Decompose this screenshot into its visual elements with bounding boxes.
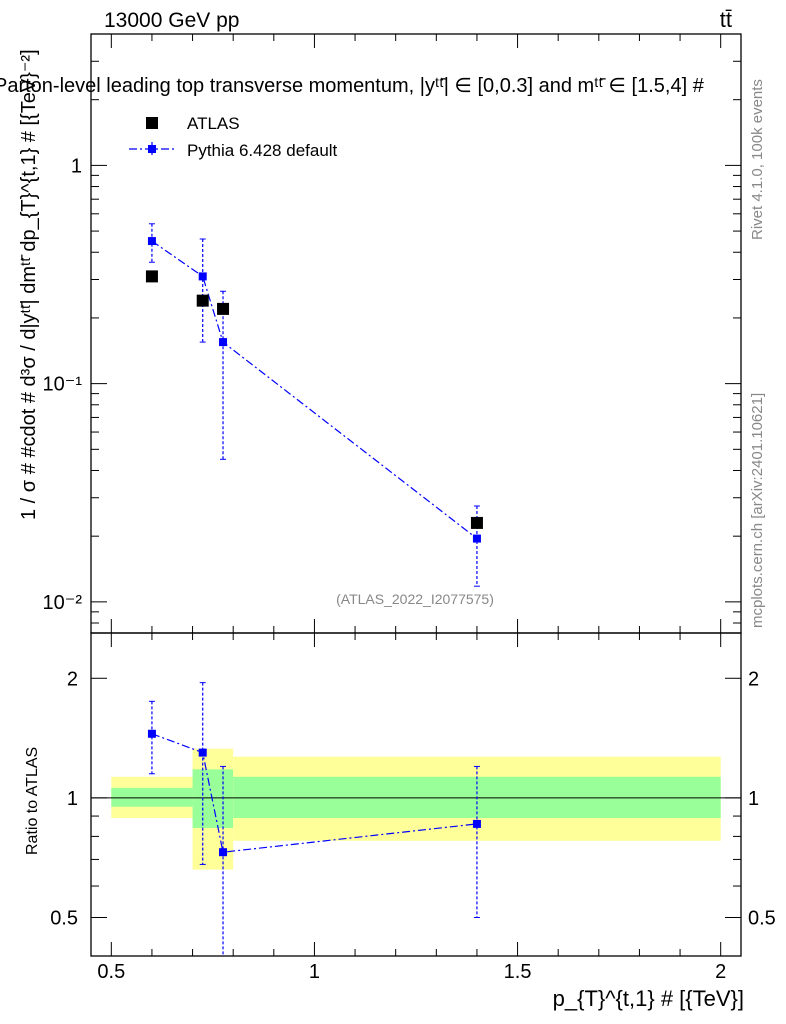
ratio-inner-band-0	[111, 787, 193, 807]
pythia-point-1	[198, 272, 207, 281]
atlas-point-2	[217, 302, 230, 315]
ratio-y-axis-title: Ratio to ATLAS	[24, 747, 41, 855]
legend-atlas-marker	[146, 117, 158, 129]
pythia-point-0	[147, 237, 156, 246]
ratio-y-tick-label-right-2: 2	[748, 668, 759, 690]
ratio-pythia-point-2	[219, 848, 228, 857]
ratio-inner-band-1	[192, 769, 234, 828]
ratio-y-tick-label-left-1: 1	[67, 788, 78, 810]
x-tick-label-0: 0.5	[97, 961, 125, 983]
atlas-point-3	[470, 516, 483, 529]
process-label: tt̄	[720, 7, 732, 32]
main-y-axis-title: 1 / σ # #cdot # d³σ / d|yᵗᵗ̄| dmᵗᵗ̄ dp_{…	[18, 49, 40, 520]
legend: ATLAS Pythia 6.428 default	[129, 114, 338, 160]
x-tick-label-2: 1.5	[504, 961, 532, 983]
pythia-series-line	[151, 240, 478, 540]
x-tick-label-1: 1	[309, 961, 320, 983]
ratio-frame	[90, 632, 742, 957]
legend-pythia-marker	[148, 145, 156, 153]
ratio-y-tick-label-right-0: 0.5	[748, 907, 776, 929]
ratio-pythia-point-1	[198, 748, 207, 757]
ratio-pythia-line	[151, 733, 478, 853]
ratio-y-tick-label-left-0: 0.5	[50, 907, 78, 929]
legend-pythia-label: Pythia 6.428 default	[187, 141, 338, 160]
atlas-point-1	[196, 294, 209, 307]
main-y-tick-label-2: 1	[71, 155, 82, 177]
atlas-point-0	[145, 270, 158, 283]
pythia-point-3	[472, 534, 481, 543]
main-y-tick-label-0: 10⁻²	[43, 592, 83, 614]
legend-atlas-label: ATLAS	[187, 114, 240, 133]
x-tick-label-3: 2	[715, 961, 726, 983]
ratio-y-tick-label-right-1: 1	[748, 788, 759, 810]
plot-title: Parton-level leading top transverse mome…	[0, 75, 705, 97]
pythia-point-2	[219, 338, 228, 347]
ratio-plot-panel: 0.5 1 1.5 2 0.5 0.5 1 1 2 2	[50, 632, 776, 983]
ratio-pythia-point-3	[472, 819, 481, 828]
main-y-tick-label-1: 10⁻¹	[43, 374, 83, 396]
rivet-version-label: Rivet 4.1.0, 100k events	[749, 79, 766, 240]
energy-label: 13000 GeV pp	[104, 9, 239, 32]
analysis-watermark: (ATLAS_2022_I2077575)	[336, 591, 494, 607]
ratio-y-tick-label-left-2: 2	[67, 668, 78, 690]
ratio-pythia-point-0	[147, 729, 156, 738]
mcplots-source-label: mcplots.cern.ch [arXiv:2401.10621]	[749, 393, 766, 628]
x-axis-title: p_{T}^{t,1} # [{TeV}]	[553, 986, 744, 1011]
